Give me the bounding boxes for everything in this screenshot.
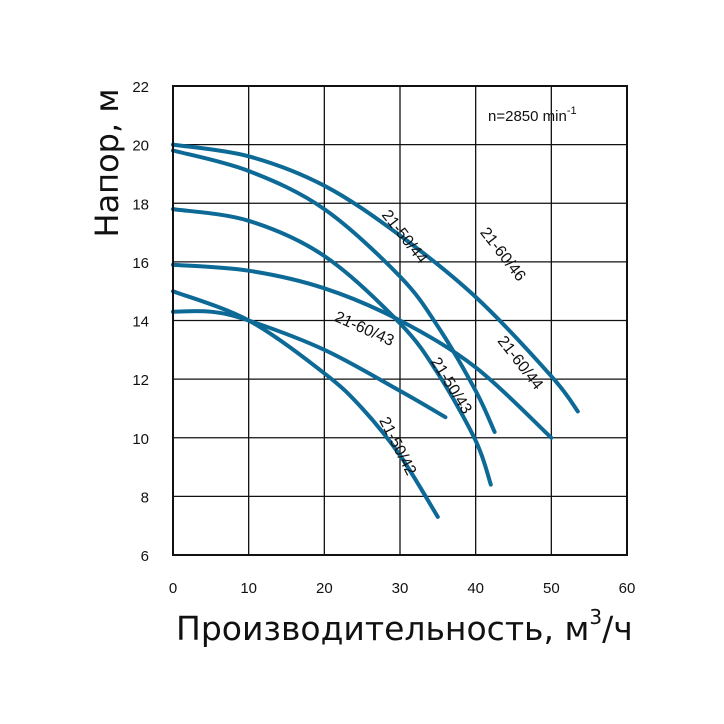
- x-tick-label: 40: [467, 580, 484, 597]
- series-curves: [171, 142, 580, 519]
- y-tick-label: 12: [132, 372, 149, 389]
- y-tick-label: 22: [132, 79, 149, 96]
- x-tick-labels: 0 10 20 30 40 50 60: [169, 580, 636, 597]
- y-tick-label: 16: [132, 255, 149, 272]
- y-tick-label: 8: [141, 489, 149, 506]
- y-tick-label: 10: [132, 431, 149, 448]
- series-line-21-60-46: [171, 142, 580, 414]
- x-tick-label: 10: [240, 580, 257, 597]
- x-tick-label: 0: [169, 580, 177, 597]
- x-axis-title-main: Производительность, м: [176, 609, 589, 648]
- series-line-21-60-43: [171, 309, 448, 420]
- series-line-21-60-44: [171, 262, 554, 440]
- y-axis-title: Напор, м: [88, 89, 126, 238]
- x-axis-title-sup: 3: [589, 605, 602, 629]
- x-tick-label: 60: [619, 580, 636, 597]
- series-line-21-50-42: [171, 289, 440, 519]
- plot-frame: [172, 85, 628, 556]
- series-line-21-50-43: [171, 207, 493, 487]
- y-tick-label: 20: [132, 138, 149, 155]
- y-tick-labels: 6 8 10 12 14 16 18 20 22: [132, 79, 149, 565]
- speed-annotation-sup: -1: [567, 105, 577, 117]
- speed-annotation: n=2850 min-1: [488, 105, 577, 125]
- x-tick-label: 50: [543, 580, 560, 597]
- speed-annotation-text: n=2850 min: [488, 108, 567, 125]
- x-tick-label: 30: [392, 580, 409, 597]
- y-tick-label: 14: [132, 314, 149, 331]
- x-tick-label: 20: [316, 580, 333, 597]
- y-tick-label: 18: [132, 196, 149, 213]
- y-tick-label: 6: [141, 548, 149, 565]
- x-axis-title: Производительность, м3/ч: [176, 605, 633, 648]
- series-line-21-50-44: [171, 148, 497, 434]
- x-axis-title-unit: /ч: [602, 609, 633, 648]
